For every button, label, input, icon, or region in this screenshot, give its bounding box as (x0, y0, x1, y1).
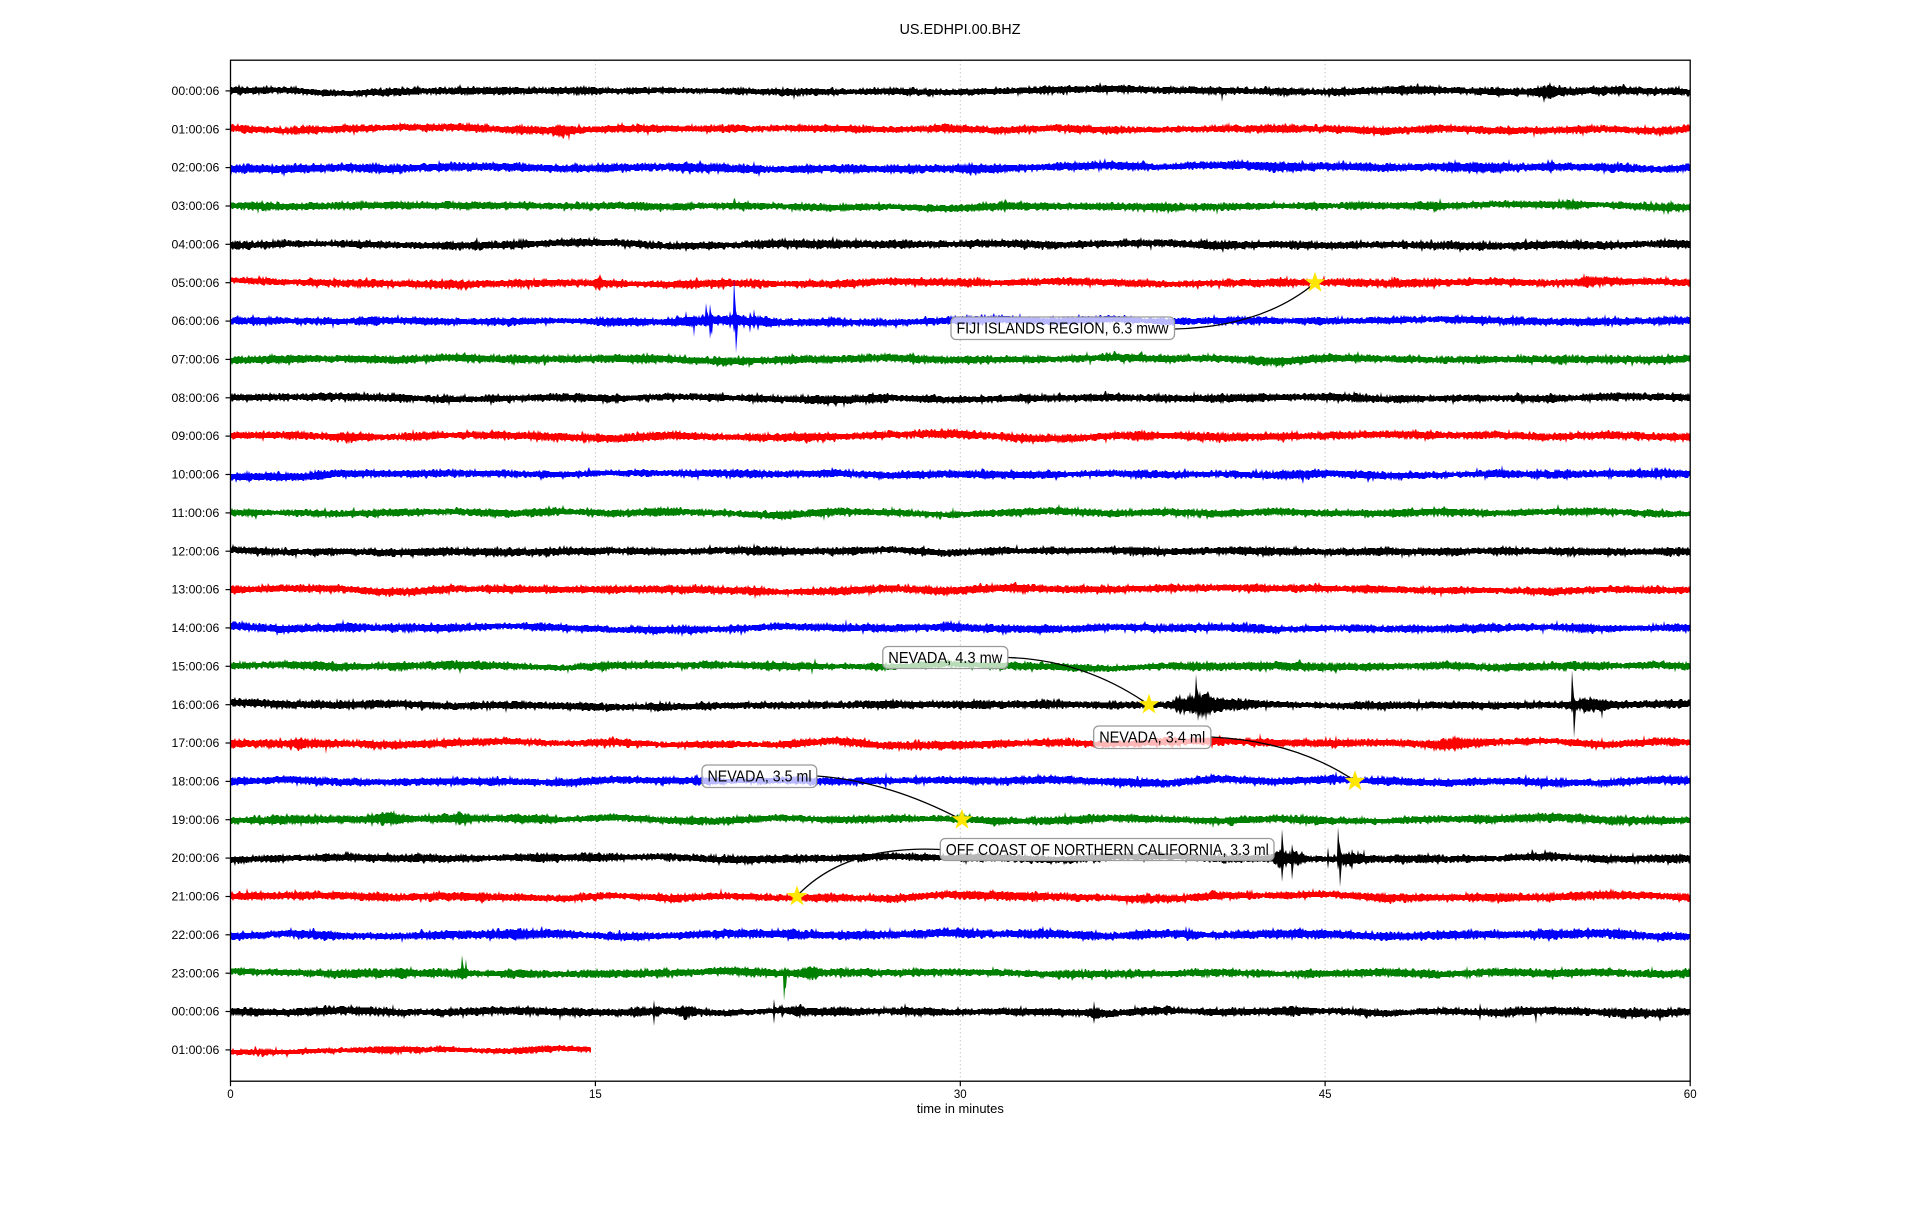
svg-text:13:00:06: 13:00:06 (172, 585, 220, 597)
svg-text:00:00:06: 00:00:06 (172, 1007, 220, 1019)
svg-text:03:00:06: 03:00:06 (172, 201, 220, 213)
svg-text:23:00:06: 23:00:06 (172, 968, 220, 980)
svg-text:time in minutes: time in minutes (917, 1101, 1004, 1116)
svg-text:08:00:06: 08:00:06 (172, 393, 220, 405)
svg-text:22:00:06: 22:00:06 (172, 930, 220, 942)
svg-text:NEVADA, 4.3 mw: NEVADA, 4.3 mw (888, 650, 1003, 667)
svg-text:04:00:06: 04:00:06 (172, 239, 220, 251)
svg-text:01:00:06: 01:00:06 (172, 124, 220, 136)
svg-text:17:00:06: 17:00:06 (172, 738, 220, 750)
svg-text:10:00:06: 10:00:06 (172, 470, 220, 482)
svg-text:21:00:06: 21:00:06 (172, 892, 220, 904)
svg-text:20:00:06: 20:00:06 (172, 853, 220, 865)
svg-text:00:00:06: 00:00:06 (172, 86, 220, 98)
svg-text:45: 45 (1319, 1089, 1332, 1101)
svg-text:15: 15 (589, 1089, 602, 1101)
svg-text:02:00:06: 02:00:06 (172, 163, 220, 175)
svg-text:07:00:06: 07:00:06 (172, 355, 220, 367)
svg-text:12:00:06: 12:00:06 (172, 546, 220, 558)
svg-text:01:00:06: 01:00:06 (172, 1045, 220, 1057)
svg-text:NEVADA, 3.4 ml: NEVADA, 3.4 ml (1099, 730, 1205, 747)
svg-text:15:00:06: 15:00:06 (172, 661, 220, 673)
svg-text:FIJI ISLANDS REGION, 6.3 mww: FIJI ISLANDS REGION, 6.3 mww (957, 321, 1170, 338)
svg-text:NEVADA, 3.5 ml: NEVADA, 3.5 ml (708, 769, 812, 786)
svg-text:19:00:06: 19:00:06 (172, 815, 220, 827)
svg-text:11:00:06: 11:00:06 (172, 508, 220, 520)
svg-text:30: 30 (954, 1089, 967, 1101)
svg-text:0: 0 (227, 1089, 233, 1101)
svg-text:US.EDHPI.00.BHZ: US.EDHPI.00.BHZ (900, 22, 1021, 38)
svg-text:60: 60 (1684, 1089, 1697, 1101)
svg-text:18:00:06: 18:00:06 (172, 777, 220, 789)
svg-text:OFF COAST OF NORTHERN CALIFORN: OFF COAST OF NORTHERN CALIFORNIA, 3.3 ml (946, 842, 1269, 859)
svg-text:16:00:06: 16:00:06 (172, 700, 220, 712)
svg-text:06:00:06: 06:00:06 (172, 316, 220, 328)
svg-text:05:00:06: 05:00:06 (172, 278, 220, 290)
svg-text:14:00:06: 14:00:06 (172, 623, 220, 635)
svg-text:09:00:06: 09:00:06 (172, 431, 220, 443)
